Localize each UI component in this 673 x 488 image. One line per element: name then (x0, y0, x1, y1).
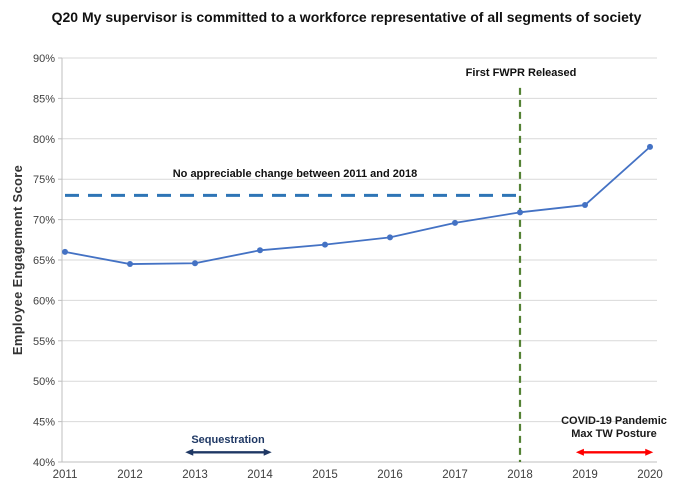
x-tick-label: 2011 (53, 469, 78, 481)
x-tick-label: 2019 (572, 469, 598, 481)
y-tick-label: 65% (33, 255, 55, 267)
y-tick-label: 40% (33, 457, 55, 469)
x-tick-label: 2014 (247, 469, 273, 481)
y-tick-label: 45% (33, 417, 55, 429)
y-tick-label: 85% (33, 93, 55, 105)
sequestration-arrow (185, 448, 272, 456)
data-point-2011 (62, 248, 68, 255)
data-point-2013 (192, 260, 198, 267)
y-axis-title: Employee Engagement Score (10, 164, 25, 356)
data-point-2017 (452, 219, 458, 226)
data-point-2012 (127, 261, 133, 268)
engagement-trend-line (64, 146, 651, 265)
covid-annotation-line2: Max TW Posture (571, 428, 657, 440)
data-point-2020 (647, 143, 653, 150)
y-tick-label: 70% (33, 215, 55, 227)
y-tick-label: 80% (33, 134, 55, 146)
x-tick-label: 2018 (507, 469, 533, 481)
no-change-annotation: No appreciable change between 2011 and 2… (172, 168, 418, 180)
y-tick-label: 90% (33, 53, 55, 65)
data-point-2018 (517, 209, 523, 216)
x-tick-label: 2012 (117, 469, 143, 481)
x-tick-label: 2013 (182, 469, 208, 481)
covid-arrow (575, 448, 654, 456)
y-tick-label: 75% (33, 174, 55, 186)
y-tick-label: 55% (33, 336, 55, 348)
data-point-2015 (322, 241, 328, 248)
y-tick-label: 50% (33, 376, 55, 388)
sequestration-annotation: Sequestration (191, 434, 265, 446)
x-tick-label: 2017 (442, 469, 468, 481)
fwpr-annotation: First FWPR Released (465, 67, 577, 79)
y-tick-label: 60% (33, 295, 55, 307)
data-point-2019 (582, 202, 588, 209)
x-tick-label: 2020 (637, 469, 663, 481)
chart-title: Q20 My supervisor is committed to a work… (51, 9, 642, 25)
data-point-2014 (257, 247, 263, 254)
x-tick-label: 2015 (312, 469, 338, 481)
data-point-2016 (387, 234, 393, 241)
covid-annotation: COVID-19 Pandemic Max TW Posture (544, 415, 673, 441)
x-tick-label: 2016 (377, 469, 403, 481)
covid-annotation-line1: COVID-19 Pandemic (561, 415, 667, 427)
